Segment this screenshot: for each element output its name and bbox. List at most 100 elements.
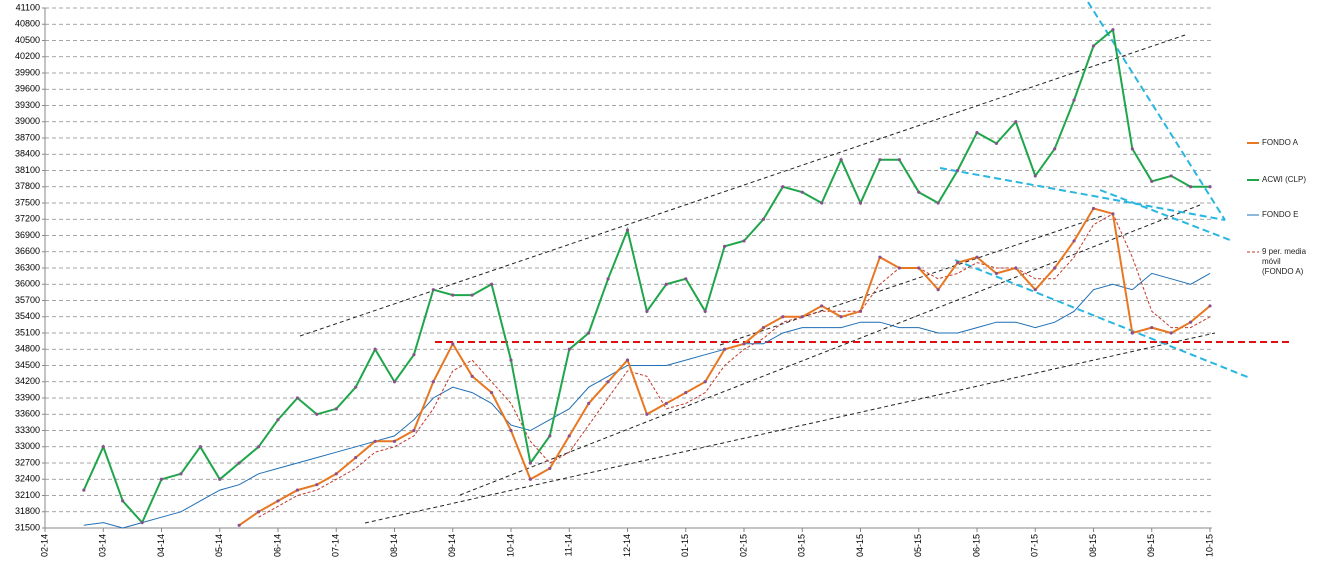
y-tick-label: 33300 (15, 425, 40, 435)
point (878, 255, 882, 259)
point (373, 439, 377, 443)
point (1091, 44, 1096, 48)
trend-line (719, 214, 1106, 346)
point (645, 309, 649, 313)
y-tick-label: 39300 (15, 100, 40, 110)
y-tick-label: 31500 (15, 522, 40, 532)
point (1033, 288, 1037, 292)
point (800, 315, 804, 319)
point (237, 523, 241, 527)
point (218, 477, 222, 481)
point (1188, 320, 1193, 324)
point (587, 331, 591, 335)
y-tick-label: 33900 (15, 392, 40, 402)
point (315, 412, 319, 416)
point (936, 288, 940, 292)
y-tick-label: 31800 (15, 506, 40, 516)
x-tick-label: 06-14 (272, 534, 282, 557)
point (509, 358, 513, 362)
point (975, 130, 979, 135)
point (1150, 179, 1154, 183)
y-tick-label: 32100 (15, 490, 40, 500)
point (917, 190, 921, 194)
point (587, 401, 591, 406)
point (722, 347, 727, 351)
x-tick-label: 10-15 (1204, 534, 1214, 557)
trend-line (364, 332, 1216, 524)
point (1053, 147, 1057, 151)
y-tick-label: 41100 (16, 2, 40, 12)
point (955, 168, 960, 173)
point (489, 282, 494, 286)
trend-line (1087, 1, 1226, 221)
grid (45, 7, 1212, 529)
y-tick-label: 34200 (15, 376, 40, 386)
point (431, 288, 435, 292)
point (373, 347, 377, 351)
y-tick-label: 39900 (15, 67, 40, 77)
x-tick-label: 05-14 (214, 534, 224, 557)
x-tick-label: 03-14 (98, 534, 108, 557)
point (1208, 304, 1212, 308)
point (858, 309, 863, 313)
point (742, 239, 746, 243)
x-tick-label: 10-14 (505, 534, 515, 557)
y-tick-label: 37500 (15, 197, 40, 207)
point (800, 190, 804, 194)
point (121, 499, 125, 503)
point (606, 380, 610, 384)
point (625, 358, 630, 362)
point (548, 434, 552, 438)
point (878, 158, 882, 162)
point (1091, 206, 1096, 211)
point (528, 461, 533, 465)
point (548, 466, 552, 471)
point (1014, 266, 1018, 270)
legend-label: FONDO E (1262, 210, 1299, 219)
point (703, 380, 707, 384)
point (256, 445, 261, 449)
point (354, 385, 358, 389)
x-tick-label: 03-15 (797, 534, 807, 557)
x-tick-label: 01-15 (680, 534, 690, 557)
point (567, 347, 571, 351)
point (509, 428, 513, 433)
point (237, 461, 241, 465)
x-tick-label: 07-15 (1030, 534, 1040, 557)
point (897, 266, 901, 270)
point (392, 439, 397, 443)
y-tick-label: 39000 (15, 116, 40, 126)
y-tick-label: 38100 (15, 165, 40, 175)
point (1072, 239, 1076, 243)
point (1111, 212, 1115, 216)
point (1208, 185, 1212, 189)
point (820, 304, 824, 308)
point (412, 353, 416, 357)
y-tick-label: 40800 (15, 19, 40, 29)
point (159, 477, 164, 481)
point (684, 390, 688, 395)
point (276, 418, 280, 422)
y-tick-label: 40500 (15, 35, 40, 45)
point (994, 271, 999, 276)
point (276, 499, 280, 503)
x-tick-label: 09-14 (447, 534, 457, 557)
trend-line (1099, 189, 1231, 241)
point (392, 380, 397, 384)
y-tick-label: 39600 (15, 84, 40, 94)
point (567, 434, 571, 438)
y-tick-label: 32700 (15, 457, 40, 467)
y-tick-label: 36900 (15, 230, 40, 240)
y-tick-label: 36300 (15, 262, 40, 272)
point (101, 445, 105, 449)
point (684, 277, 688, 281)
y-tick-label: 38700 (15, 132, 40, 142)
x-tick-label: 08-14 (389, 534, 399, 557)
point (975, 255, 979, 259)
point (917, 266, 921, 270)
point (470, 374, 474, 378)
point (1169, 174, 1173, 178)
point (1150, 325, 1154, 330)
point (955, 260, 960, 265)
